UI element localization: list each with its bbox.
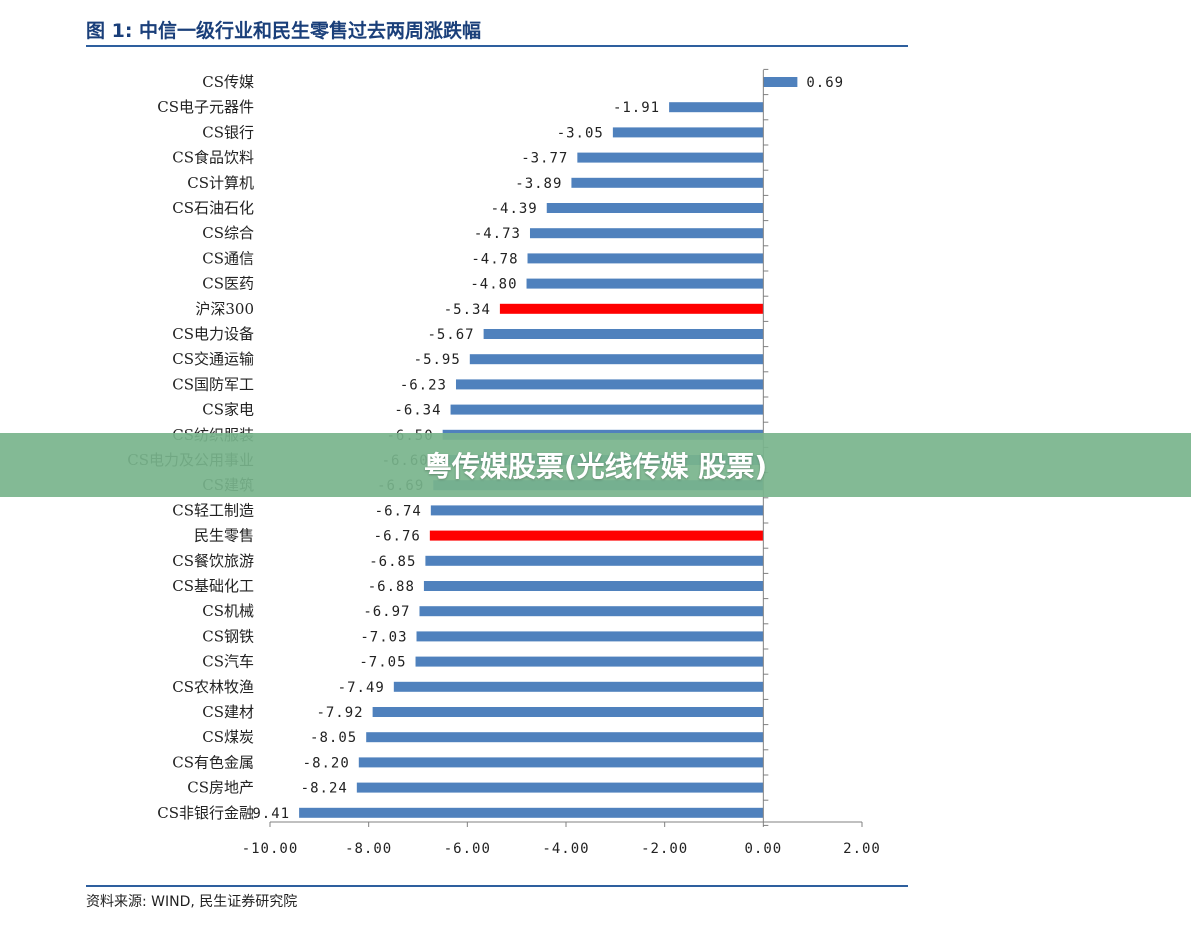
x-tick-label: 2.00 — [843, 841, 881, 857]
category-label: CS医药 — [202, 275, 254, 293]
bar — [455, 379, 764, 390]
category-label: CS交通运输 — [172, 350, 254, 368]
data-label: -6.85 — [369, 554, 416, 570]
bar — [450, 404, 764, 415]
data-label: -5.95 — [414, 352, 461, 368]
data-label: -6.34 — [394, 403, 441, 419]
category-label: CS农林牧渔 — [172, 678, 254, 696]
data-label: -3.77 — [521, 151, 568, 167]
data-label: -8.05 — [310, 730, 357, 746]
bar — [499, 303, 764, 314]
category-label: CS汽车 — [202, 653, 254, 671]
data-label: -6.76 — [374, 529, 421, 545]
bar — [299, 807, 764, 818]
bar — [415, 656, 764, 667]
data-label: -7.03 — [360, 629, 407, 645]
watermark-text: 粤传媒股票(光线传媒 股票) — [423, 450, 768, 483]
data-label: 9.41 — [252, 806, 290, 822]
bar — [358, 757, 764, 768]
category-label: CS银行 — [202, 123, 254, 141]
category-label: CS电力设备 — [172, 325, 254, 343]
category-label: CS餐饮旅游 — [172, 552, 254, 570]
bar — [416, 631, 764, 642]
source-note: 资料来源: WIND, 民生证券研究院 — [86, 894, 298, 910]
category-label: CS传媒 — [202, 73, 254, 91]
data-label: -7.92 — [316, 705, 363, 721]
bar — [429, 530, 764, 541]
data-label: -4.78 — [471, 251, 518, 267]
bar — [469, 354, 764, 365]
category-label: CS计算机 — [187, 174, 254, 192]
data-label: -6.74 — [375, 503, 422, 519]
watermark-banner: 粤传媒股票(光线传媒 股票) — [0, 433, 1191, 497]
bar — [430, 505, 764, 516]
bar — [356, 782, 764, 793]
data-label: -4.39 — [491, 201, 538, 217]
category-label: CS基础化工 — [172, 577, 254, 595]
data-label: -7.49 — [338, 680, 385, 696]
data-label: -8.20 — [303, 755, 350, 771]
bar — [612, 127, 764, 138]
x-tick-label: 0.00 — [744, 841, 782, 857]
bar — [763, 77, 798, 87]
bar — [571, 177, 764, 188]
bar — [423, 581, 764, 591]
data-label: 0.69 — [806, 75, 844, 91]
category-label: CS机械 — [202, 602, 254, 620]
data-label: -7.05 — [359, 655, 406, 671]
category-label: CS通信 — [202, 249, 254, 267]
bar — [425, 555, 764, 566]
category-label: CS石油石化 — [172, 199, 254, 217]
title-rule — [86, 45, 908, 47]
bar — [577, 152, 764, 163]
category-label: 民生零售 — [194, 527, 254, 545]
bar — [527, 253, 764, 264]
bar — [669, 102, 764, 113]
data-label: -6.88 — [368, 579, 415, 595]
category-label: CS国防军工 — [172, 375, 254, 393]
data-label: -6.97 — [363, 604, 410, 620]
category-label: CS建材 — [202, 703, 254, 721]
x-tick-label: -10.00 — [242, 841, 299, 857]
bar — [372, 707, 764, 717]
category-label: CS综合 — [202, 224, 254, 242]
data-label: -1.91 — [613, 100, 660, 116]
category-label: CS食品饮料 — [172, 149, 254, 167]
x-tick-label: -2.00 — [641, 841, 688, 857]
data-label: -5.34 — [444, 302, 491, 318]
category-label: 沪深300 — [195, 300, 254, 318]
data-label: -4.73 — [474, 226, 521, 242]
data-label: -8.24 — [301, 781, 348, 797]
category-label: CS房地产 — [187, 779, 254, 797]
bar — [526, 278, 764, 289]
category-label: CS非银行金融 — [157, 804, 254, 822]
bar — [419, 606, 764, 617]
category-label: CS轻工制造 — [172, 501, 254, 519]
category-label: CS煤炭 — [202, 728, 254, 746]
bar — [483, 329, 764, 339]
data-label: -5.67 — [427, 327, 474, 343]
data-label: -3.89 — [515, 176, 562, 192]
chart-title: 图 1: 中信一级行业和民生零售过去两周涨跌幅 — [86, 20, 482, 42]
category-label: CS家电 — [202, 401, 254, 419]
bar — [393, 681, 764, 692]
data-label: -4.80 — [470, 277, 517, 293]
data-label: -6.23 — [400, 377, 447, 393]
x-tick-label: -6.00 — [444, 841, 491, 857]
category-label: CS钢铁 — [202, 627, 254, 645]
data-label: -3.05 — [557, 125, 604, 141]
category-label: CS电子元器件 — [157, 98, 254, 116]
source-rule — [86, 885, 908, 887]
bar — [529, 228, 764, 239]
x-tick-label: -8.00 — [345, 841, 392, 857]
bar — [366, 732, 764, 743]
category-label: CS有色金属 — [172, 753, 254, 771]
x-tick-label: -4.00 — [542, 841, 589, 857]
bar — [546, 203, 764, 213]
